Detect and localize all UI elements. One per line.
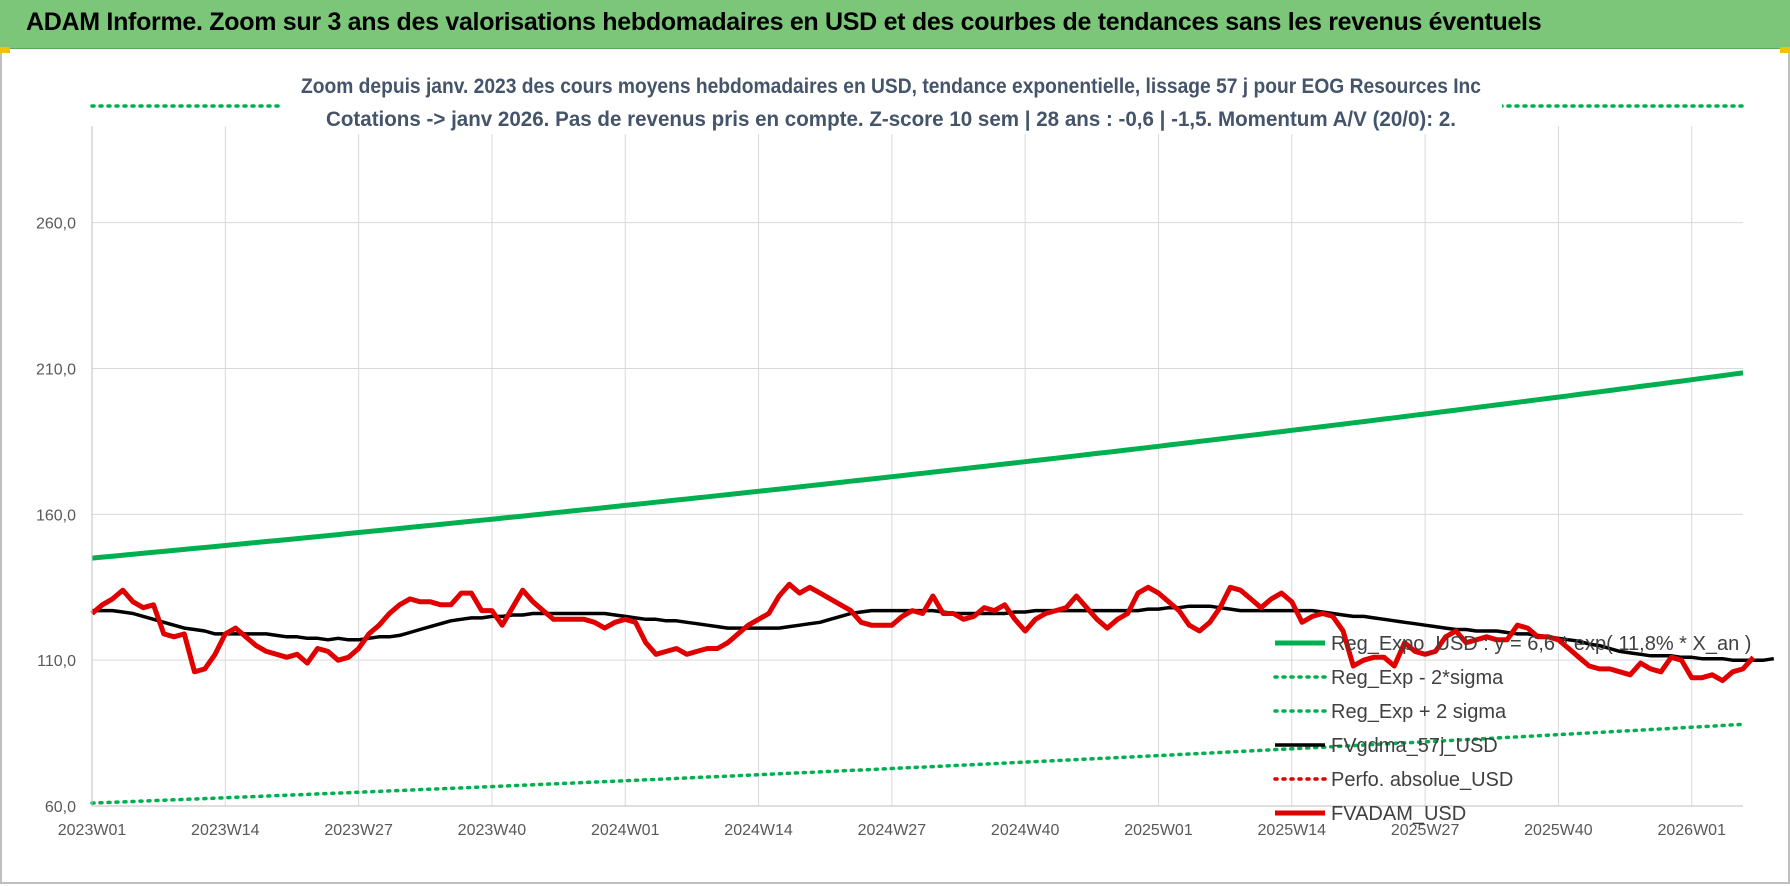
x-tick-label: 2026W01 [1657,822,1726,839]
series-line-1 [90,722,1745,805]
x-tick-label: 2025W27 [1391,822,1460,839]
series-line-0 [91,370,1744,561]
x-tick-label: 2023W40 [458,822,527,839]
y-tick-label: 60,0 [45,799,76,816]
x-tick-label: 2023W14 [191,822,260,839]
x-tick-label: 2023W01 [58,822,127,839]
report-title: ADAM Informe. Zoom sur 3 ans des valoris… [26,8,1542,36]
legend-label: Perfo. absolue_USD [1331,769,1513,791]
x-tick-label: 2023W27 [324,822,393,839]
frame-corner-marker [1780,47,1790,53]
series-layer [90,104,1775,805]
x-tick-label: 2024W01 [591,822,660,839]
legend-label: FVgdma_57j_USD [1331,735,1498,757]
x-tick-label: 2024W40 [991,822,1060,839]
chart-title-line1: Zoom depuis janv. 2023 des cours moyens … [301,75,1481,98]
x-tick-label: 2024W14 [724,822,793,839]
chart-title-background [280,60,1502,134]
x-tick-label: 2025W14 [1258,822,1327,839]
x-tick-label: 2025W40 [1524,822,1593,839]
y-tick-label: 110,0 [37,653,76,670]
x-tick-label: 2024W27 [858,822,927,839]
x-tick-label: 2025W01 [1124,822,1193,839]
legend-label: Reg_Expo_USD : y = 6,6 * exp( 11,8% * X_… [1331,633,1751,655]
series-line-3 [92,604,1775,662]
legend: Reg_Expo_USD : y = 6,6 * exp( 11,8% * X_… [1273,633,1751,825]
chart-title-line2: Cotations -> janv 2026. Pas de revenus p… [326,108,1456,131]
y-tick-label: 210,0 [36,362,76,379]
y-tick-label: 160,0 [36,507,76,524]
legend-label: Reg_Exp + 2 sigma [1331,701,1507,723]
frame-corner-marker [0,47,10,53]
y-tick-label: 260,0 [36,216,76,233]
series-line-5 [90,581,1756,684]
legend-label: Reg_Exp - 2*sigma [1331,667,1504,689]
legend-label: FVADAM_USD [1331,803,1466,825]
valuation-chart: 60,0 110,0 160,0 210,0 260,0 2023W01 2023W14 20… [36,60,1775,839]
grid [91,126,1743,807]
report-header: ADAM Informe. Zoom sur 3 ans des valoris… [0,0,1790,49]
chart-frame [0,48,1790,884]
axes: 60,0 110,0 160,0 210,0 260,0 2023W01 2023W14 20… [36,126,1743,839]
